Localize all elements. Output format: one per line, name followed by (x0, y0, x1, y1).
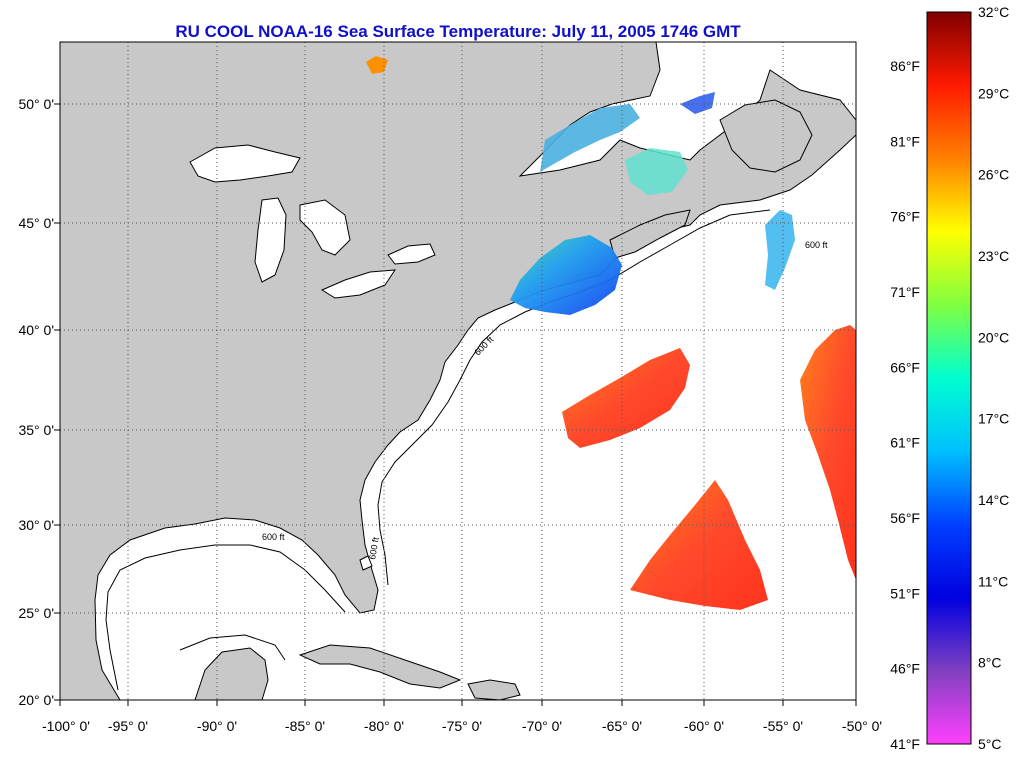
colorbar-celsius-label: 26°C (978, 167, 1009, 183)
longitude-label: -90° 0' (197, 718, 237, 734)
longitude-label: -100° 0' (42, 718, 90, 734)
sst-north-mainland-spot (366, 56, 388, 74)
longitude-label: -85° 0' (285, 718, 325, 734)
colorbar-fahrenheit-label: 71°F (890, 284, 920, 300)
sst-st-lawrence-east (625, 148, 688, 195)
land-yucatan (194, 647, 269, 700)
sst-sargasso-south (630, 480, 768, 610)
graticule (60, 42, 856, 700)
colorbar-celsius-label: 20°C (978, 329, 1009, 345)
colorbar-fahrenheit-label: 76°F (890, 209, 920, 225)
latitude-label: 20° 0' (18, 692, 54, 708)
longitude-label: -60° 0' (684, 718, 724, 734)
longitude-label: -50° 0' (842, 718, 882, 734)
sst-gulf-of-maine (510, 235, 622, 315)
latitude-label: 25° 0' (18, 605, 54, 621)
isobath-atlantic (377, 209, 771, 586)
longitude-label: -65° 0' (602, 718, 642, 734)
colorbar-celsius-label: 32°C (978, 4, 1009, 20)
isobath-label: 600 ft (367, 536, 381, 560)
map-title: RU COOL NOAA-16 Sea Surface Temperature:… (175, 22, 741, 41)
longitude-labels: -100° 0' -95° 0' -90° 0' -85° 0' -80° 0' -75°… (42, 700, 882, 734)
latitude-label: 45° 0' (18, 215, 54, 231)
sst-scotian-strip (765, 210, 795, 290)
sst-gulf-st-lawrence (540, 104, 640, 172)
colorbar-fahrenheit-label: 41°F (890, 736, 920, 752)
land-north-america (60, 42, 856, 700)
land-cuba (298, 644, 462, 689)
land-hispaniola (467, 679, 521, 700)
colorbar-celsius-label: 11°C (978, 573, 1008, 589)
lake-huron (299, 199, 351, 256)
colorbar-celsius-label: 17°C (978, 411, 1009, 427)
colorbar (926, 11, 972, 745)
land-nova-scotia (609, 209, 691, 259)
latitude-label: 50° 0' (18, 96, 54, 112)
colorbar-celsius-label: 23°C (978, 248, 1009, 264)
longitude-label: -95° 0' (108, 718, 148, 734)
sst-labrador-patch (680, 92, 715, 114)
sst-sargasso-north (562, 348, 690, 448)
colorbar-celsius-label: 8°C (978, 655, 1002, 671)
longitude-label: -70° 0' (522, 718, 562, 734)
lake-michigan (254, 197, 287, 283)
colorbar-fahrenheit-label: 86°F (890, 58, 920, 74)
sst-gulf-stream-east (800, 325, 856, 580)
colorbar-fahrenheit-label: 61°F (890, 435, 920, 451)
latitude-label: 35° 0' (18, 422, 54, 438)
colorbar-celsius-labels: 32°C 29°C 26°C 23°C 20°C 17°C 14°C 11°C 8°C 5°C (978, 4, 1009, 752)
colorbar-fahrenheit-label: 81°F (890, 133, 920, 149)
latitude-label: 40° 0' (18, 322, 54, 338)
colorbar-fahrenheit-label: 56°F (890, 510, 920, 526)
longitude-label: -80° 0' (364, 718, 404, 734)
lake-okeechobee (359, 555, 373, 571)
colorbar-fahrenheit-label: 46°F (890, 661, 920, 677)
lake-erie (320, 269, 396, 299)
colorbar-fahrenheit-label: 66°F (890, 359, 920, 375)
isobath-label: 600 ft (805, 240, 828, 250)
isobath-label: 600 ft (262, 532, 285, 542)
land-newfoundland (719, 99, 813, 173)
longitude-label: -55° 0' (763, 718, 803, 734)
map-frame (59, 41, 857, 701)
colorbar-celsius-label: 5°C (978, 736, 1002, 752)
colorbar-celsius-label: 29°C (978, 85, 1009, 101)
latitude-labels: 50° 0' 45° 0' 40° 0' 35° 0' 30° 0' 25° 0' 20° … (18, 96, 60, 708)
colorbar-fahrenheit-label: 51°F (890, 585, 920, 601)
colorbar-fahrenheit-labels: 86°F 81°F 76°F 71°F 66°F 61°F 56°F 51°F 46°F 41°F (890, 58, 920, 752)
isobath-caribbean (179, 634, 286, 661)
latitude-label: 30° 0' (18, 517, 54, 533)
longitude-label: -75° 0' (442, 718, 482, 734)
colorbar-celsius-label: 14°C (978, 492, 1009, 508)
lake-ontario (387, 243, 436, 265)
